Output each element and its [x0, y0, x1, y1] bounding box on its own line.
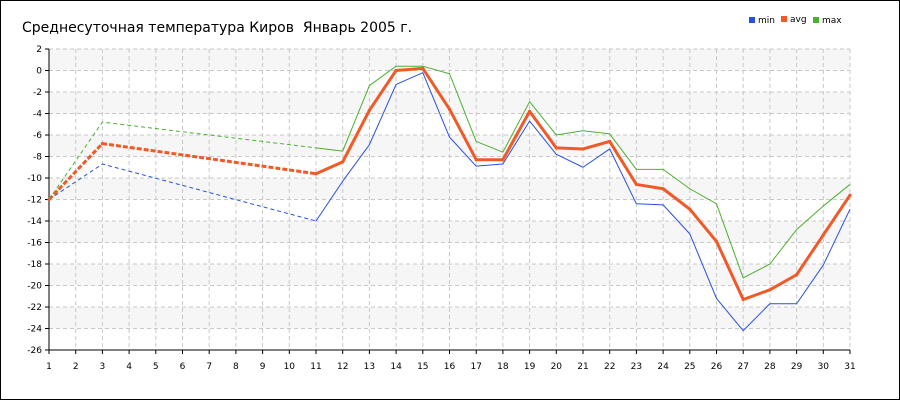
x-tick-label: 18: [497, 362, 509, 372]
y-tick-label: -16: [27, 239, 42, 249]
legend-label-min: min: [758, 16, 775, 26]
y-tick-label: -12: [27, 196, 42, 206]
x-tick-label: 12: [337, 362, 348, 372]
x-tick-label: 24: [657, 362, 669, 372]
series-avg-point: [741, 297, 745, 302]
x-tick-label: 15: [417, 362, 428, 372]
y-tick-label: -2: [33, 88, 42, 98]
x-tick-label: 13: [364, 362, 375, 372]
legend-swatch-max: [813, 17, 819, 23]
x-tick-label: 21: [577, 362, 588, 372]
plot-band: [49, 135, 850, 157]
y-tick-label: -20: [27, 282, 42, 292]
series-avg-point: [367, 108, 371, 112]
x-tick-label: 27: [737, 362, 748, 372]
series-avg-point: [821, 233, 825, 237]
series-min-line: [315, 72, 851, 332]
series-avg-point: [714, 239, 719, 244]
legend-label-avg: avg: [790, 15, 807, 25]
x-tick-label: 6: [180, 362, 186, 372]
series-avg-point: [100, 142, 104, 146]
plot-band: [49, 92, 850, 114]
legend-swatch-min: [749, 17, 755, 23]
y-tick-label: -4: [33, 110, 42, 120]
x-tick-label: 9: [260, 362, 266, 372]
x-tick-label: 28: [764, 362, 776, 372]
series-avg-point: [688, 207, 692, 211]
x-tick-label: 17: [470, 362, 481, 372]
x-tick-label: 4: [126, 362, 132, 372]
series-avg-point: [608, 139, 612, 144]
series-avg-point: [341, 160, 345, 164]
x-tick-label: 10: [284, 362, 296, 372]
legend-swatch-avg: [781, 16, 787, 22]
y-tick-label: -14: [27, 217, 42, 227]
series-max-line: [315, 65, 851, 279]
x-tick-label: 14: [390, 362, 402, 372]
x-tick-label: 7: [206, 362, 212, 372]
series-avg-point: [581, 147, 585, 151]
x-tick-label: 11: [310, 362, 321, 372]
series-avg-point: [554, 146, 558, 150]
plot-band: [49, 178, 850, 200]
series-max-dashed-line: [48, 121, 317, 200]
series-avg-point: [634, 182, 639, 187]
y-tick-label: -26: [27, 346, 42, 356]
series-avg-point: [394, 68, 398, 73]
x-tick-label: 3: [100, 362, 106, 372]
legend-item-avg: avg: [781, 15, 807, 25]
y-tick-label: -8: [33, 153, 42, 163]
series-avg-point: [447, 107, 452, 111]
x-tick-label: 23: [631, 362, 642, 372]
y-tick-label: -10: [27, 174, 42, 184]
legend-item-min: min: [749, 16, 775, 26]
series-avg-point: [474, 158, 478, 162]
x-tick-label: 31: [844, 362, 855, 372]
series-avg-point: [528, 109, 532, 113]
y-tick-label: -6: [33, 131, 42, 141]
legend-item-max: max: [813, 16, 842, 26]
series-avg-point: [768, 288, 772, 292]
x-tick-label: 2: [73, 362, 79, 372]
y-tick-label: -18: [27, 260, 42, 270]
x-tick-label: 16: [444, 362, 456, 372]
series-avg-point: [848, 193, 852, 197]
y-tick-label: -22: [27, 303, 42, 313]
x-tick-label: 19: [524, 362, 536, 372]
series-avg-point: [421, 66, 425, 70]
x-tick-label: 25: [684, 362, 695, 372]
x-tick-label: 20: [551, 362, 563, 372]
series-avg-point: [501, 158, 505, 162]
y-tick-label: 2: [36, 45, 42, 55]
x-tick-label: 1: [46, 362, 52, 372]
legend-label-max: max: [822, 16, 842, 26]
x-tick-label: 5: [153, 362, 159, 372]
series-avg-point: [795, 273, 799, 277]
x-tick-label: 8: [233, 362, 239, 372]
y-tick-label: 0: [36, 67, 42, 77]
x-tick-label: 30: [818, 362, 830, 372]
series-avg-point: [314, 172, 318, 176]
y-tick-label: -24: [27, 325, 42, 335]
series-min-dashed-line: [48, 163, 317, 222]
x-tick-label: 26: [711, 362, 723, 372]
x-tick-label: 22: [604, 362, 615, 372]
chart-title: Среднесуточная температура Киров Январь …: [22, 20, 413, 36]
x-tick-label: 29: [791, 362, 803, 372]
series-avg-point: [661, 187, 665, 191]
